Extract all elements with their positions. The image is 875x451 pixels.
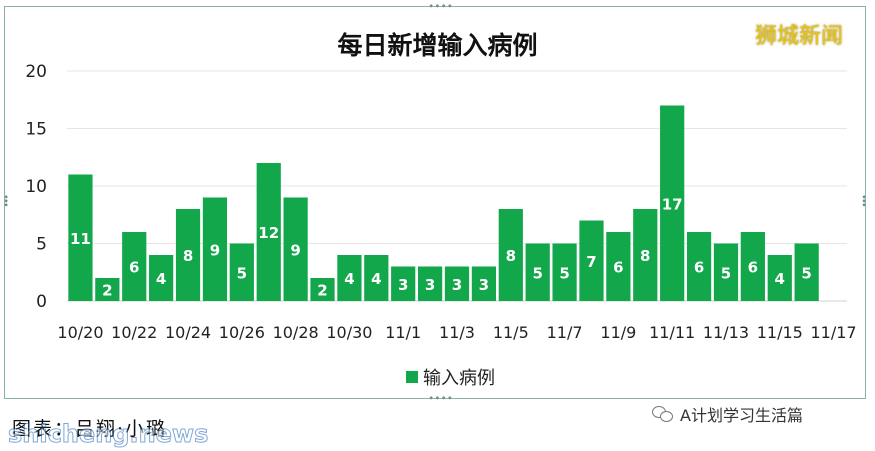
bar-value-label: 2 (102, 282, 112, 300)
resize-handle-left[interactable]: ∙ ∙ ∙ (3, 192, 10, 211)
bar (767, 255, 792, 301)
wechat-icon (652, 406, 674, 422)
bar (310, 278, 335, 301)
y-tick-label: 10 (25, 177, 47, 197)
bar (68, 174, 93, 301)
bar-value-label: 9 (210, 241, 220, 259)
bar-value-label: 5 (237, 264, 247, 282)
y-tick-label: 15 (25, 120, 47, 140)
x-tick-label: 10/26 (219, 323, 265, 342)
bar-value-label: 5 (532, 264, 542, 282)
bar (740, 232, 765, 301)
x-tick-label: 10/30 (326, 323, 372, 342)
bar (471, 266, 496, 301)
x-tick-label: 10/24 (165, 323, 211, 342)
bar (122, 232, 147, 301)
x-tick-label: 10/20 (57, 323, 103, 342)
bar (391, 266, 416, 301)
x-tick-label: 10/22 (111, 323, 157, 342)
x-tick-label: 11/15 (757, 323, 803, 342)
x-tick-label: 11/3 (439, 323, 475, 342)
bar (229, 243, 254, 301)
bar (794, 243, 819, 301)
bar (686, 232, 712, 301)
bar (95, 278, 120, 301)
bar (364, 255, 389, 301)
bar-value-label: 6 (694, 259, 704, 277)
bar-value-label: 3 (398, 276, 408, 294)
bar (525, 243, 550, 301)
bar-value-label: 17 (662, 195, 683, 213)
bar-value-label: 4 (156, 270, 166, 288)
bar-value-label: 3 (425, 276, 435, 294)
account-name: A计划学习生活篇 (680, 406, 803, 425)
chart-credit: 图表：吕翔·小璐 (12, 418, 168, 440)
brand-logo-text: 狮城新闻 (755, 24, 844, 49)
bar (606, 232, 631, 301)
x-tick-label: 10/28 (273, 323, 319, 342)
bar (149, 255, 174, 301)
account-signature: A计划学习生活篇 (652, 402, 803, 426)
x-tick-label: 11/11 (649, 323, 695, 342)
bar-value-label: 5 (721, 264, 731, 282)
x-tick-label: 11/17 (810, 323, 856, 342)
bar-value-label: 12 (258, 224, 279, 242)
bar (337, 255, 362, 301)
resize-handle-right[interactable]: ∙ ∙ ∙ (861, 192, 868, 211)
bar-value-label: 8 (506, 247, 516, 265)
bar (256, 163, 281, 301)
x-axis-ticks: 10/20 10/22 10/24 10/26 10/28 10/30 11/1 11/3 11… (57, 323, 856, 342)
bar-value-label: 6 (748, 259, 758, 277)
bar-value-label: 8 (183, 247, 193, 265)
bar-value-label: 11 (70, 230, 91, 248)
legend: 输入病例 (406, 368, 495, 389)
bar-value-label: 5 (559, 264, 569, 282)
bar (660, 105, 685, 301)
bar (552, 243, 577, 301)
bar-value-label: 4 (371, 270, 381, 288)
y-tick-label: 5 (36, 235, 47, 255)
site-watermark: shicheng.news (7, 420, 209, 449)
bar-value-label: 8 (640, 247, 650, 265)
bar-value-label: 6 (129, 259, 139, 277)
bar-value-label: 2 (317, 282, 327, 300)
resize-handle-top[interactable]: ∙∙∙∙ (428, 1, 454, 12)
y-tick-label: 20 (25, 62, 47, 82)
y-axis-ticks: 0 5 10 15 20 (25, 62, 47, 312)
x-tick-label: 11/1 (385, 323, 421, 342)
resize-handle-bottom[interactable]: ∙∙∙∙ (428, 393, 454, 404)
bar (498, 209, 523, 301)
x-tick-label: 11/13 (703, 323, 749, 342)
bar-value-label: 9 (290, 241, 300, 259)
chart-title: 每日新增输入病例 (337, 31, 538, 60)
bar-value-label: 4 (344, 270, 354, 288)
bar (418, 266, 443, 301)
bar-value-label: 3 (452, 276, 462, 294)
bar (175, 209, 201, 301)
bar-value-label: 5 (801, 264, 811, 282)
bar (283, 197, 308, 301)
bar-value-label: 7 (586, 253, 596, 271)
bar-value-label: 3 (479, 276, 489, 294)
legend-label: 输入病例 (423, 368, 495, 389)
bar (202, 197, 228, 301)
x-tick-label: 11/7 (547, 323, 583, 342)
bar (633, 209, 658, 301)
bar-value-label: 6 (613, 259, 623, 277)
x-tick-label: 11/9 (600, 323, 636, 342)
y-tick-label: 0 (36, 292, 47, 312)
legend-swatch (406, 371, 418, 383)
x-tick-label: 11/5 (493, 323, 529, 342)
bar (579, 220, 604, 301)
bar (444, 266, 470, 301)
bar-value-label: 4 (775, 270, 785, 288)
bar (713, 243, 739, 301)
